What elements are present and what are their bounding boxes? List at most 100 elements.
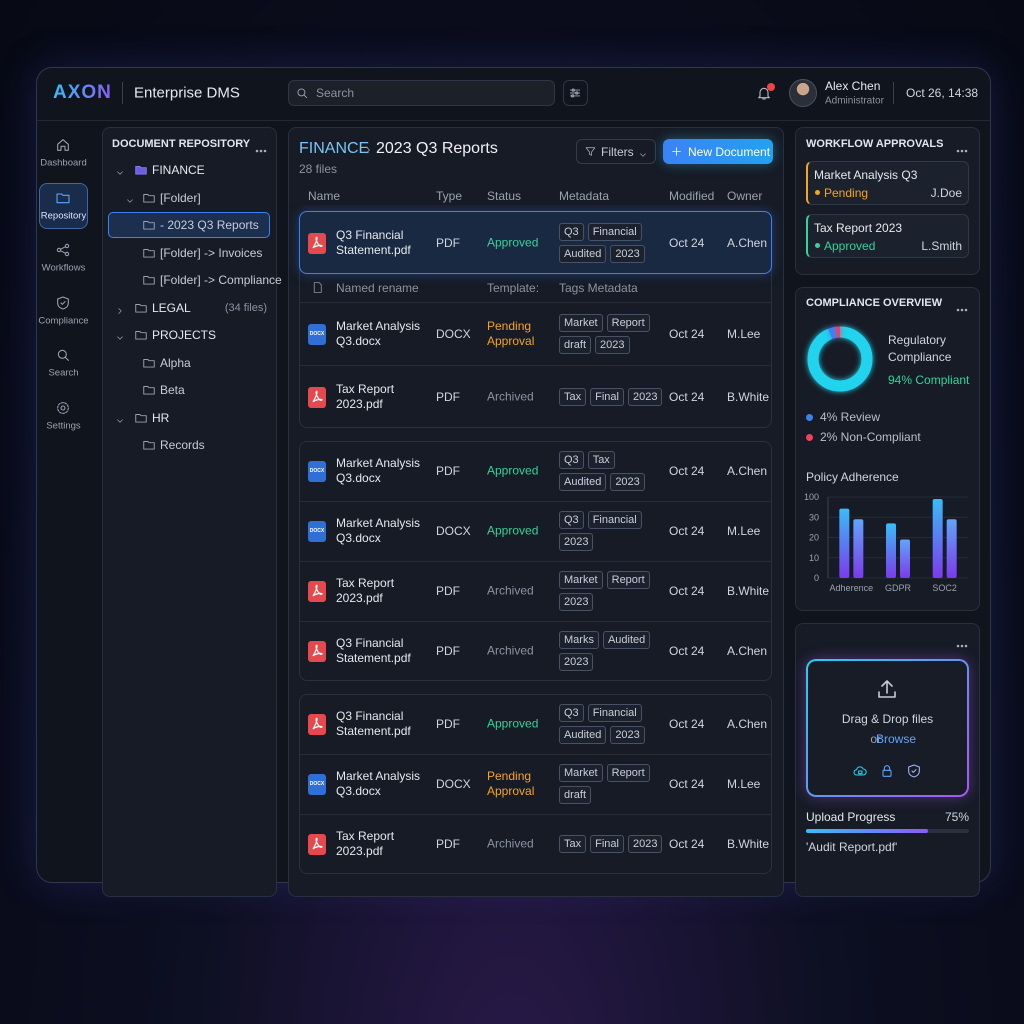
tag[interactable]: 2023 [559, 593, 594, 611]
icon-part [960, 149, 964, 153]
icon-part [672, 147, 681, 156]
browse-link[interactable]: Browse [876, 732, 917, 746]
icon-part [956, 644, 960, 648]
tag[interactable]: Audited [559, 726, 607, 744]
legend-label: 4% Review [820, 410, 881, 424]
tag[interactable]: Audited [559, 244, 607, 263]
tag[interactable]: 2023 [627, 835, 663, 853]
folder-icon [142, 218, 156, 232]
tree-item[interactable] [108, 377, 270, 403]
progress-percent: 75% [944, 810, 969, 824]
tag[interactable]: 2023 [627, 387, 663, 406]
tag[interactable]: Report [606, 764, 650, 782]
tree-label[interactable]: [Folder] [160, 190, 201, 205]
tag[interactable]: Q3 [559, 511, 584, 529]
tag[interactable]: Audited [559, 473, 607, 491]
notification-badge [767, 83, 775, 91]
filters-button[interactable] [576, 139, 656, 164]
icon-part [143, 221, 155, 230]
tag-list: Market Report draft 2023 [559, 313, 663, 354]
icon-part [135, 303, 147, 313]
new-document-button[interactable] [663, 139, 773, 164]
nav-label[interactable]: Search [48, 367, 79, 379]
more-menu[interactable] [255, 141, 267, 153]
tag[interactable]: 2023 [559, 653, 594, 671]
tree-label[interactable]: LEGAL [152, 300, 191, 315]
column-header: Status [487, 189, 522, 203]
approval-status: Approved [824, 238, 876, 253]
more-menu[interactable] [956, 636, 968, 648]
cell-name: Q3 Financial Statement.pdf [336, 709, 411, 738]
tag[interactable]: Final [590, 387, 624, 406]
tag[interactable]: 2023 [610, 473, 645, 491]
tag-list: Marks Audited 2023 [559, 631, 663, 671]
approval-card[interactable] [806, 214, 969, 258]
tag[interactable]: Final [590, 835, 624, 853]
tag[interactable]: Q3 [559, 704, 584, 722]
cell-owner: A.Chen [727, 464, 768, 478]
icon-part [956, 308, 960, 312]
tag[interactable]: draft [559, 786, 592, 804]
chevron [115, 413, 125, 423]
tree-label[interactable]: [Folder] -> Compliance [160, 273, 282, 287]
tag[interactable]: Tax [559, 387, 587, 406]
tag[interactable]: Report [606, 313, 650, 332]
tag[interactable]: Report [606, 571, 650, 589]
nav-label[interactable]: Compliance [38, 315, 89, 326]
tag[interactable]: Market [559, 313, 603, 332]
status-dot [815, 190, 820, 195]
tag[interactable]: Market [559, 764, 603, 782]
avatar[interactable] [789, 79, 817, 107]
tree-label[interactable]: - 2023 Q3 Reports [160, 218, 259, 232]
tag[interactable]: Q3 [559, 222, 584, 241]
tag[interactable]: 2023 [595, 335, 630, 354]
tag[interactable]: draft [559, 335, 592, 354]
tag[interactable]: 2023 [610, 244, 645, 263]
tree-label[interactable]: FINANCE [152, 163, 205, 177]
cell-type: PDF [436, 584, 460, 598]
tag[interactable]: 2023 [610, 726, 645, 744]
tree-label[interactable]: Beta [160, 383, 185, 397]
icon-part [312, 584, 323, 597]
tag[interactable]: Market [559, 571, 603, 589]
tree-label[interactable]: [Folder] -> Invoices [160, 245, 263, 260]
more-menu[interactable] [956, 300, 968, 312]
tag[interactable]: 2023 [559, 533, 594, 551]
icon-part [964, 149, 968, 153]
approval-card[interactable] [806, 161, 969, 205]
icon-part [59, 246, 67, 254]
icon-part [640, 153, 646, 157]
approval-assignee: J.Doe [930, 185, 962, 200]
nav-label[interactable]: Workflows [41, 262, 86, 274]
nav-label[interactable]: Repository [40, 210, 87, 221]
tag[interactable]: Tax [587, 451, 615, 469]
filter-settings-button[interactable] [563, 80, 588, 106]
tree-label[interactable]: Records [160, 438, 205, 452]
nav-label[interactable]: Settings [46, 420, 81, 431]
tag[interactable]: Q3 [559, 451, 584, 469]
tag[interactable]: Financial [587, 511, 642, 529]
icon-part [312, 837, 323, 850]
icon-part [60, 404, 66, 411]
breadcrumb-root[interactable]: FINANCE [299, 140, 370, 157]
user-role: Administrator [825, 95, 884, 107]
cell-name: Market Analysis Q3.docx [336, 456, 421, 485]
nav-label[interactable]: Dashboard [40, 157, 87, 169]
cell-type: PDF [436, 389, 460, 404]
tag[interactable]: Tax [559, 835, 587, 853]
icon-part [135, 413, 147, 423]
more-menu[interactable] [956, 141, 968, 153]
cell-modified: Oct 24 [669, 235, 705, 250]
tree-item[interactable] [108, 405, 270, 431]
icon-part [883, 765, 891, 771]
tree-label[interactable]: HR [152, 410, 170, 425]
tree-label[interactable]: PROJECTS [152, 328, 217, 342]
search-box[interactable] [288, 80, 555, 106]
tag[interactable]: Financial [587, 222, 642, 241]
tag[interactable]: Financial [587, 704, 642, 722]
tree-label[interactable]: Alpha [160, 355, 191, 370]
tag[interactable]: Audited [602, 631, 651, 649]
cell-modified: Oct 24 [669, 717, 705, 731]
tag[interactable]: Marks [559, 631, 599, 649]
icon-part [312, 837, 323, 850]
